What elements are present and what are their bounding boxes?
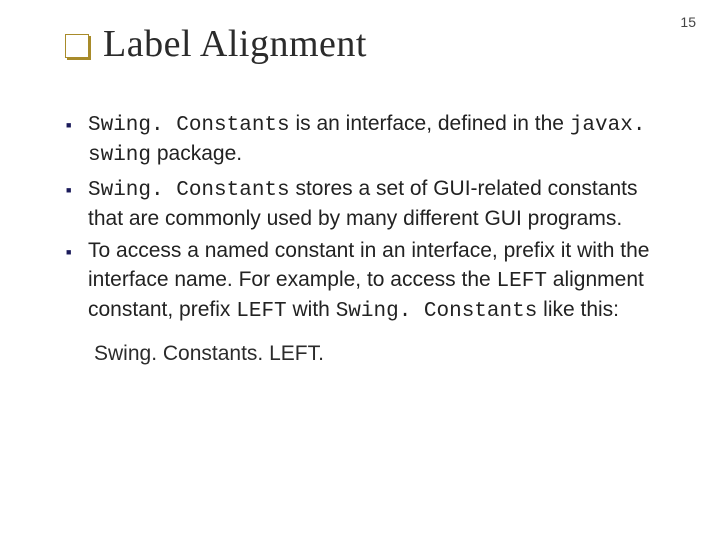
text-span: package.	[151, 142, 242, 165]
bullet-square-icon: ■	[60, 110, 88, 130]
slide: { "page_number": "15", "title": "Label A…	[0, 0, 720, 540]
example-line: Swing. Constants. LEFT.	[94, 342, 665, 366]
bullet-text: Swing. Constants stores a set of GUI-rel…	[88, 175, 665, 234]
slide-title: Label Alignment	[103, 22, 367, 66]
bullet-text: To access a named constant in an interfa…	[88, 237, 665, 326]
bullet-item: ■ Swing. Constants is an interface, defi…	[60, 110, 665, 171]
slide-body: ■ Swing. Constants is an interface, defi…	[60, 110, 665, 366]
text-span: is an interface, defined in the	[290, 112, 570, 135]
bullet-square-icon: ■	[60, 175, 88, 195]
code-span: LEFT	[497, 270, 547, 293]
page-number: 15	[680, 14, 696, 30]
text-span: like this:	[537, 298, 619, 321]
bullet-square-icon: ■	[60, 237, 88, 257]
code-span: LEFT	[236, 300, 286, 323]
bullet-text: Swing. Constants is an interface, define…	[88, 110, 665, 171]
code-span: Swing. Constants	[88, 179, 290, 202]
bullet-item: ■ Swing. Constants stores a set of GUI-r…	[60, 175, 665, 234]
code-span: Swing. Constants	[88, 114, 290, 137]
text-span: with	[287, 298, 336, 321]
code-span: Swing. Constants	[336, 300, 538, 323]
title-decor-box	[65, 34, 89, 58]
title-wrap: Label Alignment	[65, 22, 367, 66]
bullet-item: ■ To access a named constant in an inter…	[60, 237, 665, 326]
